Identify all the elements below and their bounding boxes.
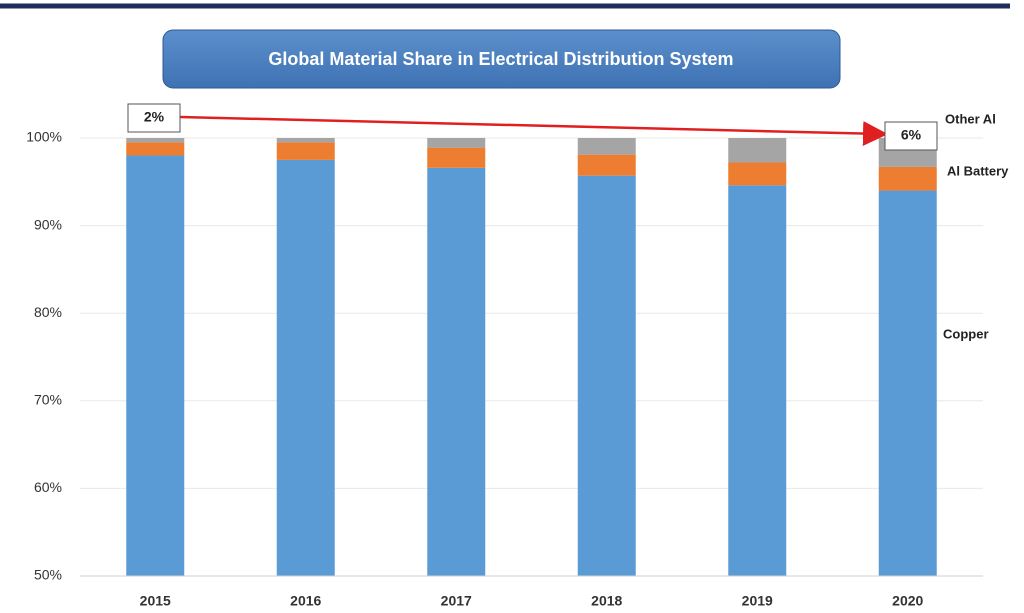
x-tick-label: 2017 [441,593,472,609]
y-tick-label: 50% [34,567,62,583]
bar-segment [126,138,185,143]
bar-segment [728,185,787,576]
annotation: 6% [901,127,922,143]
y-tick-label: 70% [34,392,62,408]
series-label: Other Al [945,111,996,126]
bar-segment [427,167,486,576]
bar-segment [126,155,185,576]
bar-segment [126,142,185,156]
bar-segment [878,190,937,576]
annotation-box [884,121,938,151]
x-tick-label: 2020 [892,593,923,609]
x-tick-label: 2019 [742,593,773,609]
y-tick-label: 60% [34,479,62,495]
bar-segment [276,138,335,143]
bar-segment [577,175,636,576]
series-label: Copper [943,326,989,341]
bar-segment [728,162,787,186]
bar-segment [276,159,335,576]
chart-title: Global Material Share in Electrical Dist… [268,49,733,69]
y-tick-label: 80% [34,304,62,320]
bar-segment [878,166,937,191]
bar-segment [427,138,486,148]
x-tick-label: 2015 [140,593,171,609]
bar-segment [577,138,636,155]
series-label: Al Battery [947,163,1009,178]
bar-segment [728,138,787,163]
bar-segment [276,142,335,160]
bar-segment [577,154,636,176]
annotation: 2% [144,109,165,125]
annotation-arrow [179,115,888,147]
annotation-box [127,103,181,133]
y-tick-label: 90% [34,216,62,232]
title-box [162,29,841,89]
bar-segment [427,147,486,168]
x-tick-label: 2018 [591,593,622,609]
y-tick-label: 100% [26,129,62,145]
x-tick-label: 2016 [290,593,321,609]
